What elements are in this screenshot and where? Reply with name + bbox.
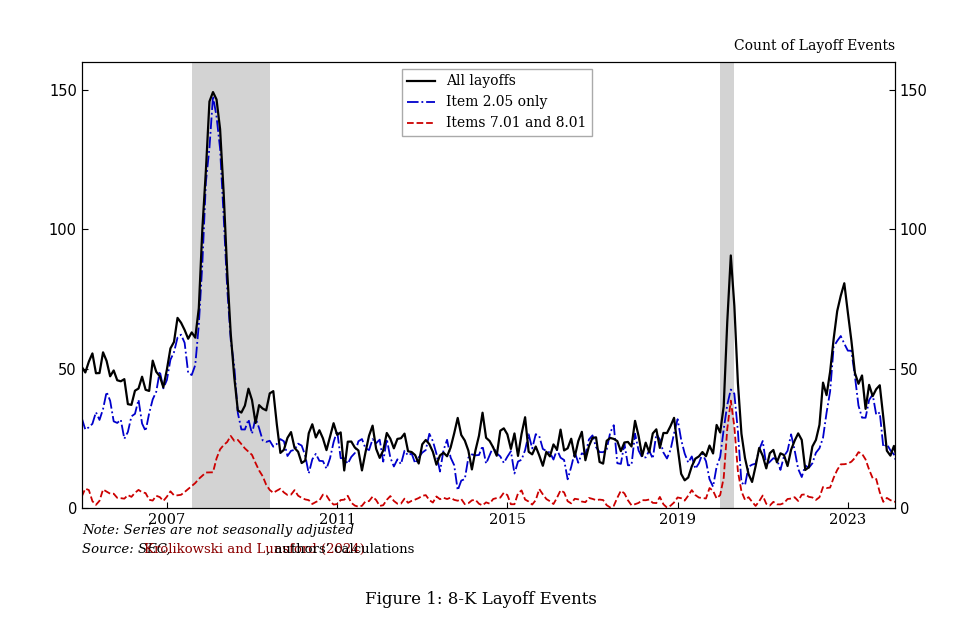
Text: Count of Layoff Events: Count of Layoff Events [733,39,894,53]
Text: Source: SEC,: Source: SEC, [82,542,175,556]
Bar [191,62,269,508]
Text: Note: Series are not seasonally adjusted: Note: Series are not seasonally adjusted [82,524,354,537]
Text: Figure 1: 8-K Layoff Events: Figure 1: 8-K Layoff Events [364,591,597,608]
Bar [720,62,733,508]
Legend: All layoffs, Item 2.05 only, Items 7.01 and 8.01: All layoffs, Item 2.05 only, Items 7.01 … [402,69,591,136]
Text: Krolikowski and Lunsford (2024): Krolikowski and Lunsford (2024) [144,542,364,556]
Text: , authors’ calculations: , authors’ calculations [266,542,414,556]
